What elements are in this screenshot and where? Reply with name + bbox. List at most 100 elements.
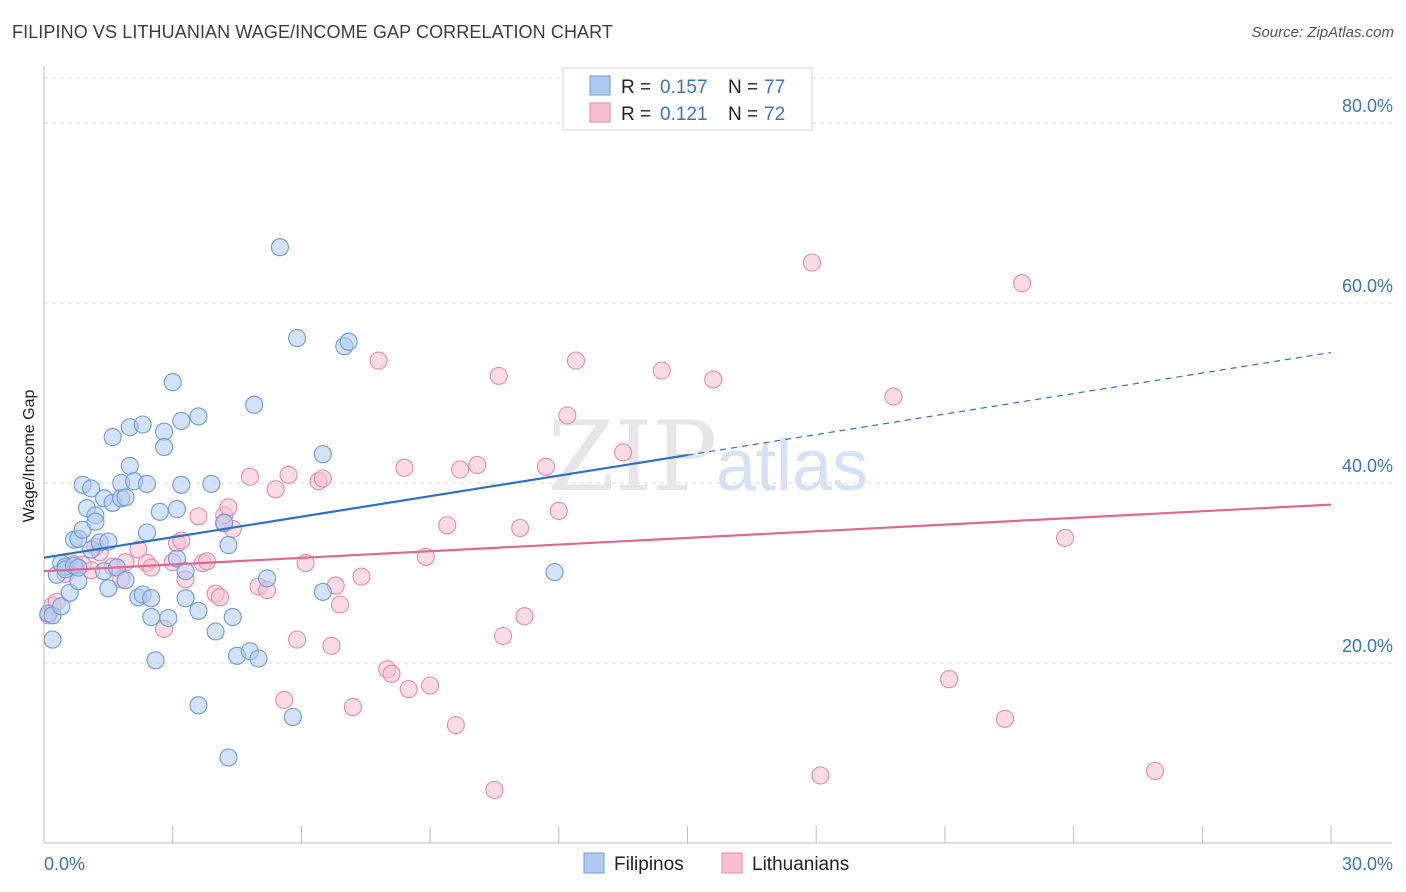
lithuanian-point [652,361,671,380]
lithuanian-point [395,458,414,477]
lithuanian-point [266,480,285,499]
lithuanians-legend-label: Lithuanians [752,854,849,875]
lithuanian-point [566,351,586,370]
filipino-point [283,707,302,727]
lithuanian-point [558,406,577,425]
lithuanian-point [421,676,440,695]
lithuanian-point [189,507,208,526]
lithuanian-point [352,567,371,586]
filipino-point [189,407,208,426]
lithuanian-point [275,690,294,709]
legend-r-value-2: 0.121 [660,104,708,125]
lithuanian-point [811,766,830,785]
stats-legend: R = 0.157 N = 77 R = 0.121 N = 72 [562,67,813,131]
lithuanian-point [240,467,259,486]
watermark-zip: ZIP [548,401,717,513]
filipino-point [223,608,242,627]
lithuanian-point [369,351,388,370]
trend-layer [43,351,1332,573]
lithuanian-point [446,716,465,735]
y-axis-title: Wage/Income Gap [21,390,38,523]
filipino-point [73,520,92,539]
filipino-trend-extension [687,351,1332,456]
filipino-point [82,479,101,498]
filipino-point [288,329,307,348]
lithuanian-point [884,387,903,406]
filipino-point [189,601,208,620]
lithuanian-point [219,498,238,517]
lithuanian-point [802,253,821,272]
filipino-point [155,437,174,457]
filipino-point [133,415,152,434]
filipino-point [313,582,332,601]
lithuanian-point [343,698,362,717]
filipino-point [189,696,208,715]
filipino-point [163,373,182,392]
filipino-point [219,748,238,767]
filipino-point [86,512,105,531]
y-tick-label: 20.0% [1342,636,1393,656]
filipino-point [313,445,332,464]
filipino-point [215,513,234,532]
filipino-point [167,549,187,568]
filipino-point [146,651,165,670]
filipino-point [43,630,62,649]
filipino-point [99,579,118,598]
y-tick-label: 40.0% [1342,456,1393,476]
lithuanian-point [995,709,1015,728]
chart-title: FILIPINO VS LITHUANIAN WAGE/INCOME GAP C… [12,22,614,42]
lithuanian-point [330,595,350,614]
lithuanian-point [1055,528,1075,547]
filipinos-legend-label: Filipinos [614,854,684,875]
lithuanian-point [322,636,341,655]
lithuanian-point [511,518,530,538]
lithuanian-point [485,780,504,799]
lithuanian-point [940,670,959,689]
series-legend: Filipinos Lithuanians [583,852,849,875]
source-credit: Source: ZipAtlas.com [1251,24,1394,41]
filipino-point [103,428,122,447]
filipino-point [137,523,157,542]
filipinos-legend-swatch [583,852,605,874]
lithuanian-point [313,469,332,488]
filipino-legend-swatch [589,75,611,96]
filipino-point [142,589,161,608]
lithuanian-point [399,680,418,699]
filipino-point [172,411,191,430]
lithuanian-point [493,626,513,646]
lithuanian-point [515,607,534,626]
lithuanian-point [288,630,307,649]
legend-n-value-2: 72 [764,104,785,125]
grid-layer [44,77,1392,664]
filipino-point [159,608,178,628]
filipino-point [545,563,564,582]
filipino-point [150,502,169,521]
legend-n-label-1: N = [728,77,758,98]
filipino-point [120,456,139,475]
filipino-point [52,597,71,616]
filipino-point [155,422,174,441]
filipino-point [219,536,238,555]
filipino-point [176,589,195,608]
lithuanian-point [1013,274,1032,293]
filipino-trend-line [43,454,688,559]
filipino-point [206,622,225,641]
lithuanian-trend-line [43,503,1332,573]
filipino-point [176,562,195,581]
lithuanian-point [468,455,487,475]
legend-r-value-1: 0.157 [660,77,708,98]
x-tick-label: 0.0% [44,854,85,874]
lithuanian-point [704,370,723,389]
x-tick-label: 30.0% [1342,854,1393,874]
lithuanian-legend-swatch [589,102,611,123]
legend-n-value-1: 77 [764,77,785,98]
legend-r-label-1: R = [621,77,651,98]
lithuanian-point [142,558,161,577]
legend-n-label-2: N = [728,104,758,125]
filipino-point [270,238,290,257]
lithuanian-point [489,366,508,385]
lithuanian-point [129,540,148,559]
points-layer [39,238,1165,799]
filipino-point [142,608,161,627]
filipino-point [258,569,277,588]
